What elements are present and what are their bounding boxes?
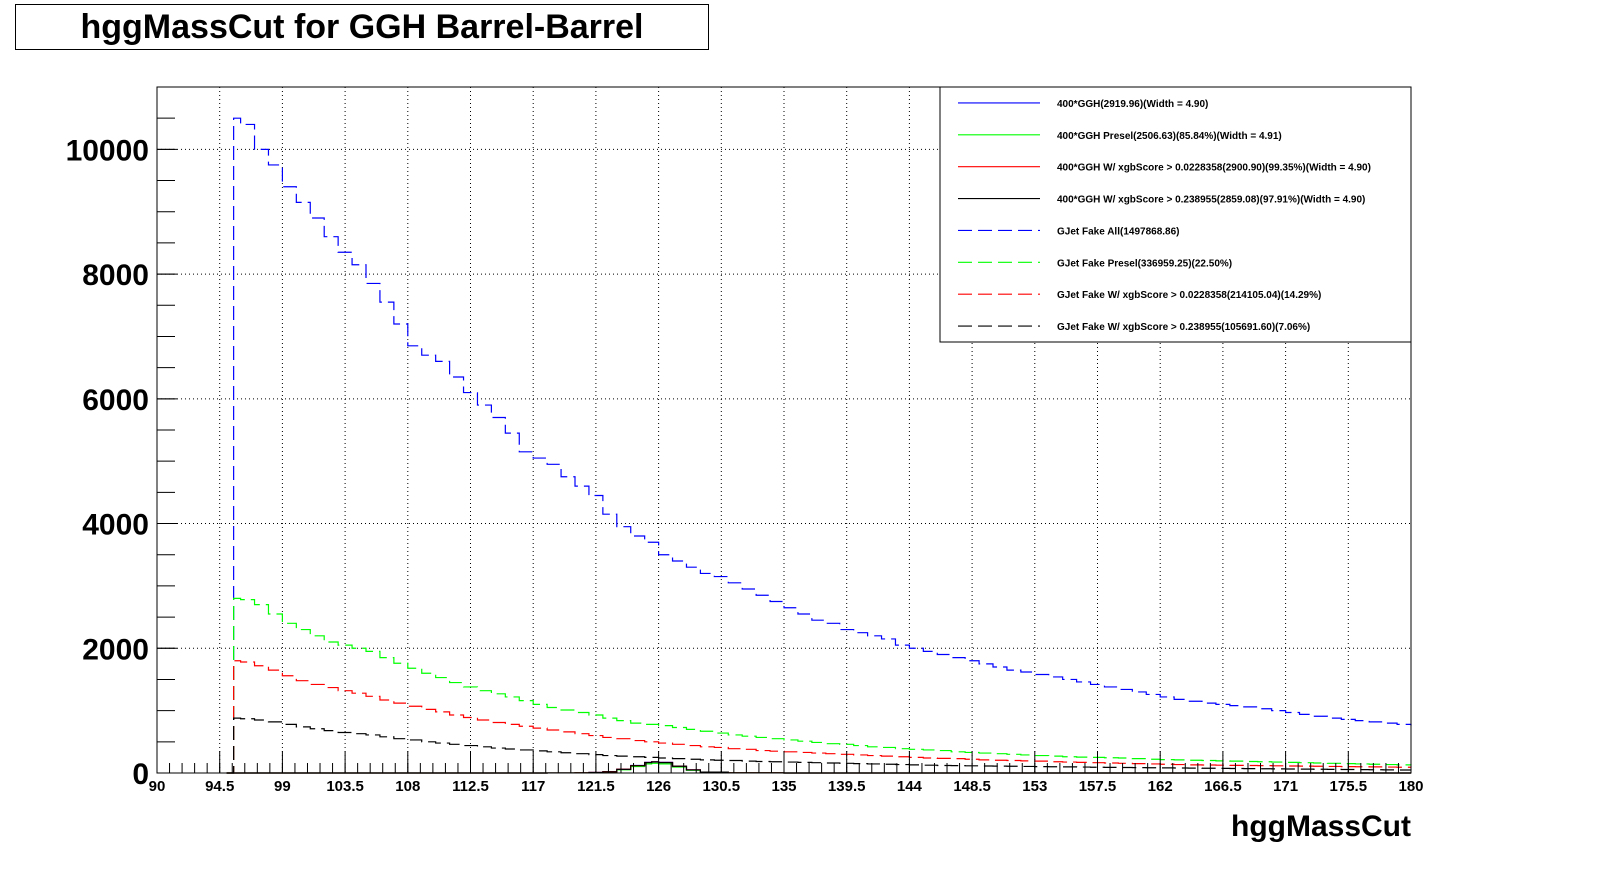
series-line-5 xyxy=(226,597,1412,774)
chart-title-box: hggMassCut for GGH Barrel-Barrel xyxy=(15,4,709,50)
x-tick-label: 153 xyxy=(1022,778,1047,795)
axes: 90 94.5 99 103.5 108 112.5 117 121.5 126 130.5 135… xyxy=(66,86,1424,795)
x-tick-label: 171 xyxy=(1273,778,1298,795)
series-line-2 xyxy=(226,761,1411,774)
x-tick-label: 148.5 xyxy=(953,778,991,795)
x-tick-label: 108 xyxy=(395,778,420,795)
legend-label: 400*GGH Presel(2506.63)(85.84%)(Width = … xyxy=(1057,131,1282,142)
legend-label: GJet Fake Presel(336959.25)(22.50%) xyxy=(1057,258,1232,269)
legend-label: 400*GGH W/ xgbScore > 0.238955(2859.08)(… xyxy=(1057,195,1365,206)
x-tick-label: 94.5 xyxy=(205,778,234,795)
y-tick-label: 4000 xyxy=(82,509,149,542)
x-tick-label: 90 xyxy=(149,778,166,795)
series-line-3 xyxy=(226,761,1411,774)
x-tick-label: 139.5 xyxy=(828,778,866,795)
y-tick-label: 10000 xyxy=(66,134,149,167)
y-tick-label: 8000 xyxy=(82,259,149,292)
legend-label: GJet Fake W/ xgbScore > 0.0228358(214105… xyxy=(1057,290,1321,301)
legend-label: 400*GGH W/ xgbScore > 0.0228358(2900.90)… xyxy=(1057,163,1371,174)
x-tick-label: 135 xyxy=(771,778,796,795)
legend-label: GJet Fake All(1497868.86) xyxy=(1057,226,1179,237)
y-tick-label: 2000 xyxy=(82,633,149,666)
x-tick-label: 121.5 xyxy=(577,778,615,795)
legend-label: 400*GGH(2919.96)(Width = 4.90) xyxy=(1057,99,1208,110)
legend-box xyxy=(939,86,1412,343)
series-line-7 xyxy=(226,717,1412,774)
y-tick-label: 6000 xyxy=(82,384,149,417)
x-tick-label: 175.5 xyxy=(1330,778,1368,795)
x-axis-label: hggMassCut xyxy=(1231,810,1411,843)
x-tick-label: 162 xyxy=(1148,778,1173,795)
chart-title: hggMassCut for GGH Barrel-Barrel xyxy=(80,7,644,46)
x-tick-label: 112.5 xyxy=(452,778,489,795)
y-tick-label: 0 xyxy=(132,758,149,791)
legend: 400*GGH(2919.96)(Width = 4.90) 400*GGH Pr… xyxy=(939,86,1412,343)
series-line-0 xyxy=(226,761,1411,774)
x-tick-label: 144 xyxy=(897,778,923,795)
series-line-4 xyxy=(226,117,1412,774)
legend-label: GJet Fake W/ xgbScore > 0.238955(105691.… xyxy=(1057,322,1310,333)
x-tick-label: 166.5 xyxy=(1204,778,1242,795)
x-tick-label: 130.5 xyxy=(703,778,741,795)
x-tick-label: 117 xyxy=(521,778,545,795)
x-tick-label: 99 xyxy=(274,778,291,795)
x-tick-label: 180 xyxy=(1398,778,1423,795)
series-line-6 xyxy=(226,660,1412,774)
x-tick-label: 126 xyxy=(646,778,671,795)
x-tick-label: 157.5 xyxy=(1079,778,1117,795)
x-tick-label: 103.5 xyxy=(326,778,364,795)
